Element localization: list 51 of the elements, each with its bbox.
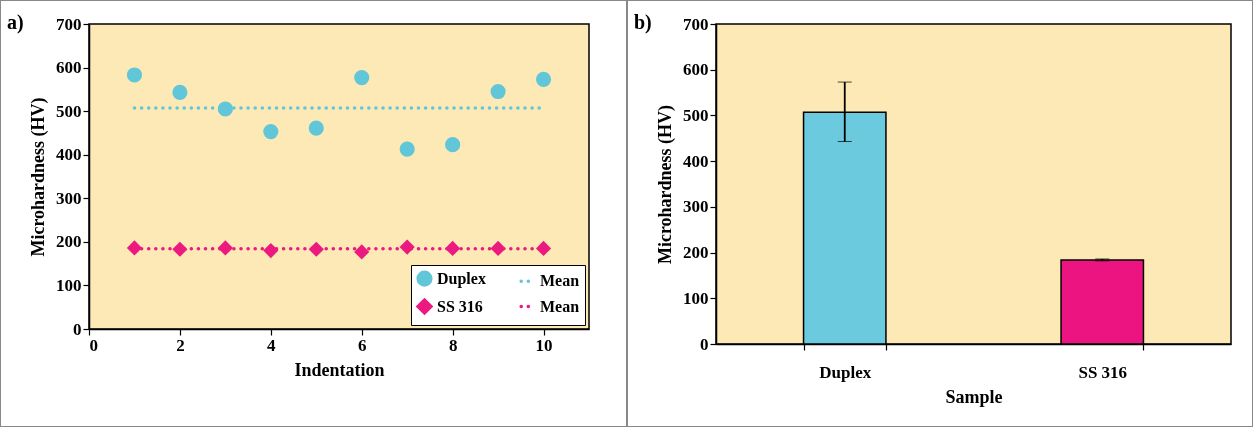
x-tick-label: 4 (267, 335, 277, 355)
point (126, 67, 143, 83)
point (263, 242, 279, 259)
point (535, 240, 552, 256)
point (445, 240, 461, 256)
y-tick-label: 400 (56, 145, 82, 165)
point (399, 239, 415, 255)
y-tick-label: 700 (682, 14, 708, 34)
y-tick-label: 0 (73, 319, 82, 339)
point (263, 124, 279, 140)
y-tick-label: 700 (56, 14, 82, 34)
point (172, 84, 188, 100)
legend-label: Duplex (437, 269, 486, 288)
x-tick-label: 2 (176, 335, 185, 355)
x-tick-label: 6 (357, 335, 367, 355)
y-tick-label: 100 (56, 275, 82, 295)
point (354, 70, 370, 86)
x-axis-title: Indentation (294, 359, 385, 380)
point (354, 244, 370, 260)
point (490, 240, 506, 256)
point (535, 71, 552, 87)
point (172, 241, 188, 257)
y-tick-label: 200 (682, 243, 708, 263)
point (308, 241, 324, 257)
legend-label: Mean (540, 297, 580, 315)
x-axis-title: Sample (944, 386, 1003, 407)
legend-label: Mean (540, 272, 580, 290)
y-tick-label: 400 (682, 151, 708, 171)
chart-title: a) (7, 11, 24, 34)
legend-label: SS 316 (437, 297, 483, 315)
x-tick-label: 0 (89, 335, 98, 355)
y-tick-label: 300 (56, 188, 82, 208)
point (490, 83, 506, 100)
point (445, 137, 461, 153)
y-tick-label: 300 (682, 197, 708, 217)
y-tick-label: 500 (56, 101, 82, 121)
y-tick-label: 500 (682, 105, 708, 125)
point (126, 240, 143, 256)
y-tick-label: 200 (56, 232, 82, 252)
y-axis-title: Microhardness (HV) (654, 104, 676, 265)
y-axis-title: Microhardness (HV) (28, 97, 49, 257)
x-tick-label: 8 (448, 335, 458, 355)
chart-title: b) (633, 11, 652, 34)
y-tick-label: 100 (682, 288, 708, 308)
y-tick-label: 600 (56, 58, 82, 78)
y-tick-label: 600 (682, 60, 708, 80)
point (217, 240, 233, 256)
point (399, 141, 415, 157)
x-tick-label: 10 (535, 335, 553, 355)
point (308, 120, 324, 136)
point (217, 101, 233, 117)
